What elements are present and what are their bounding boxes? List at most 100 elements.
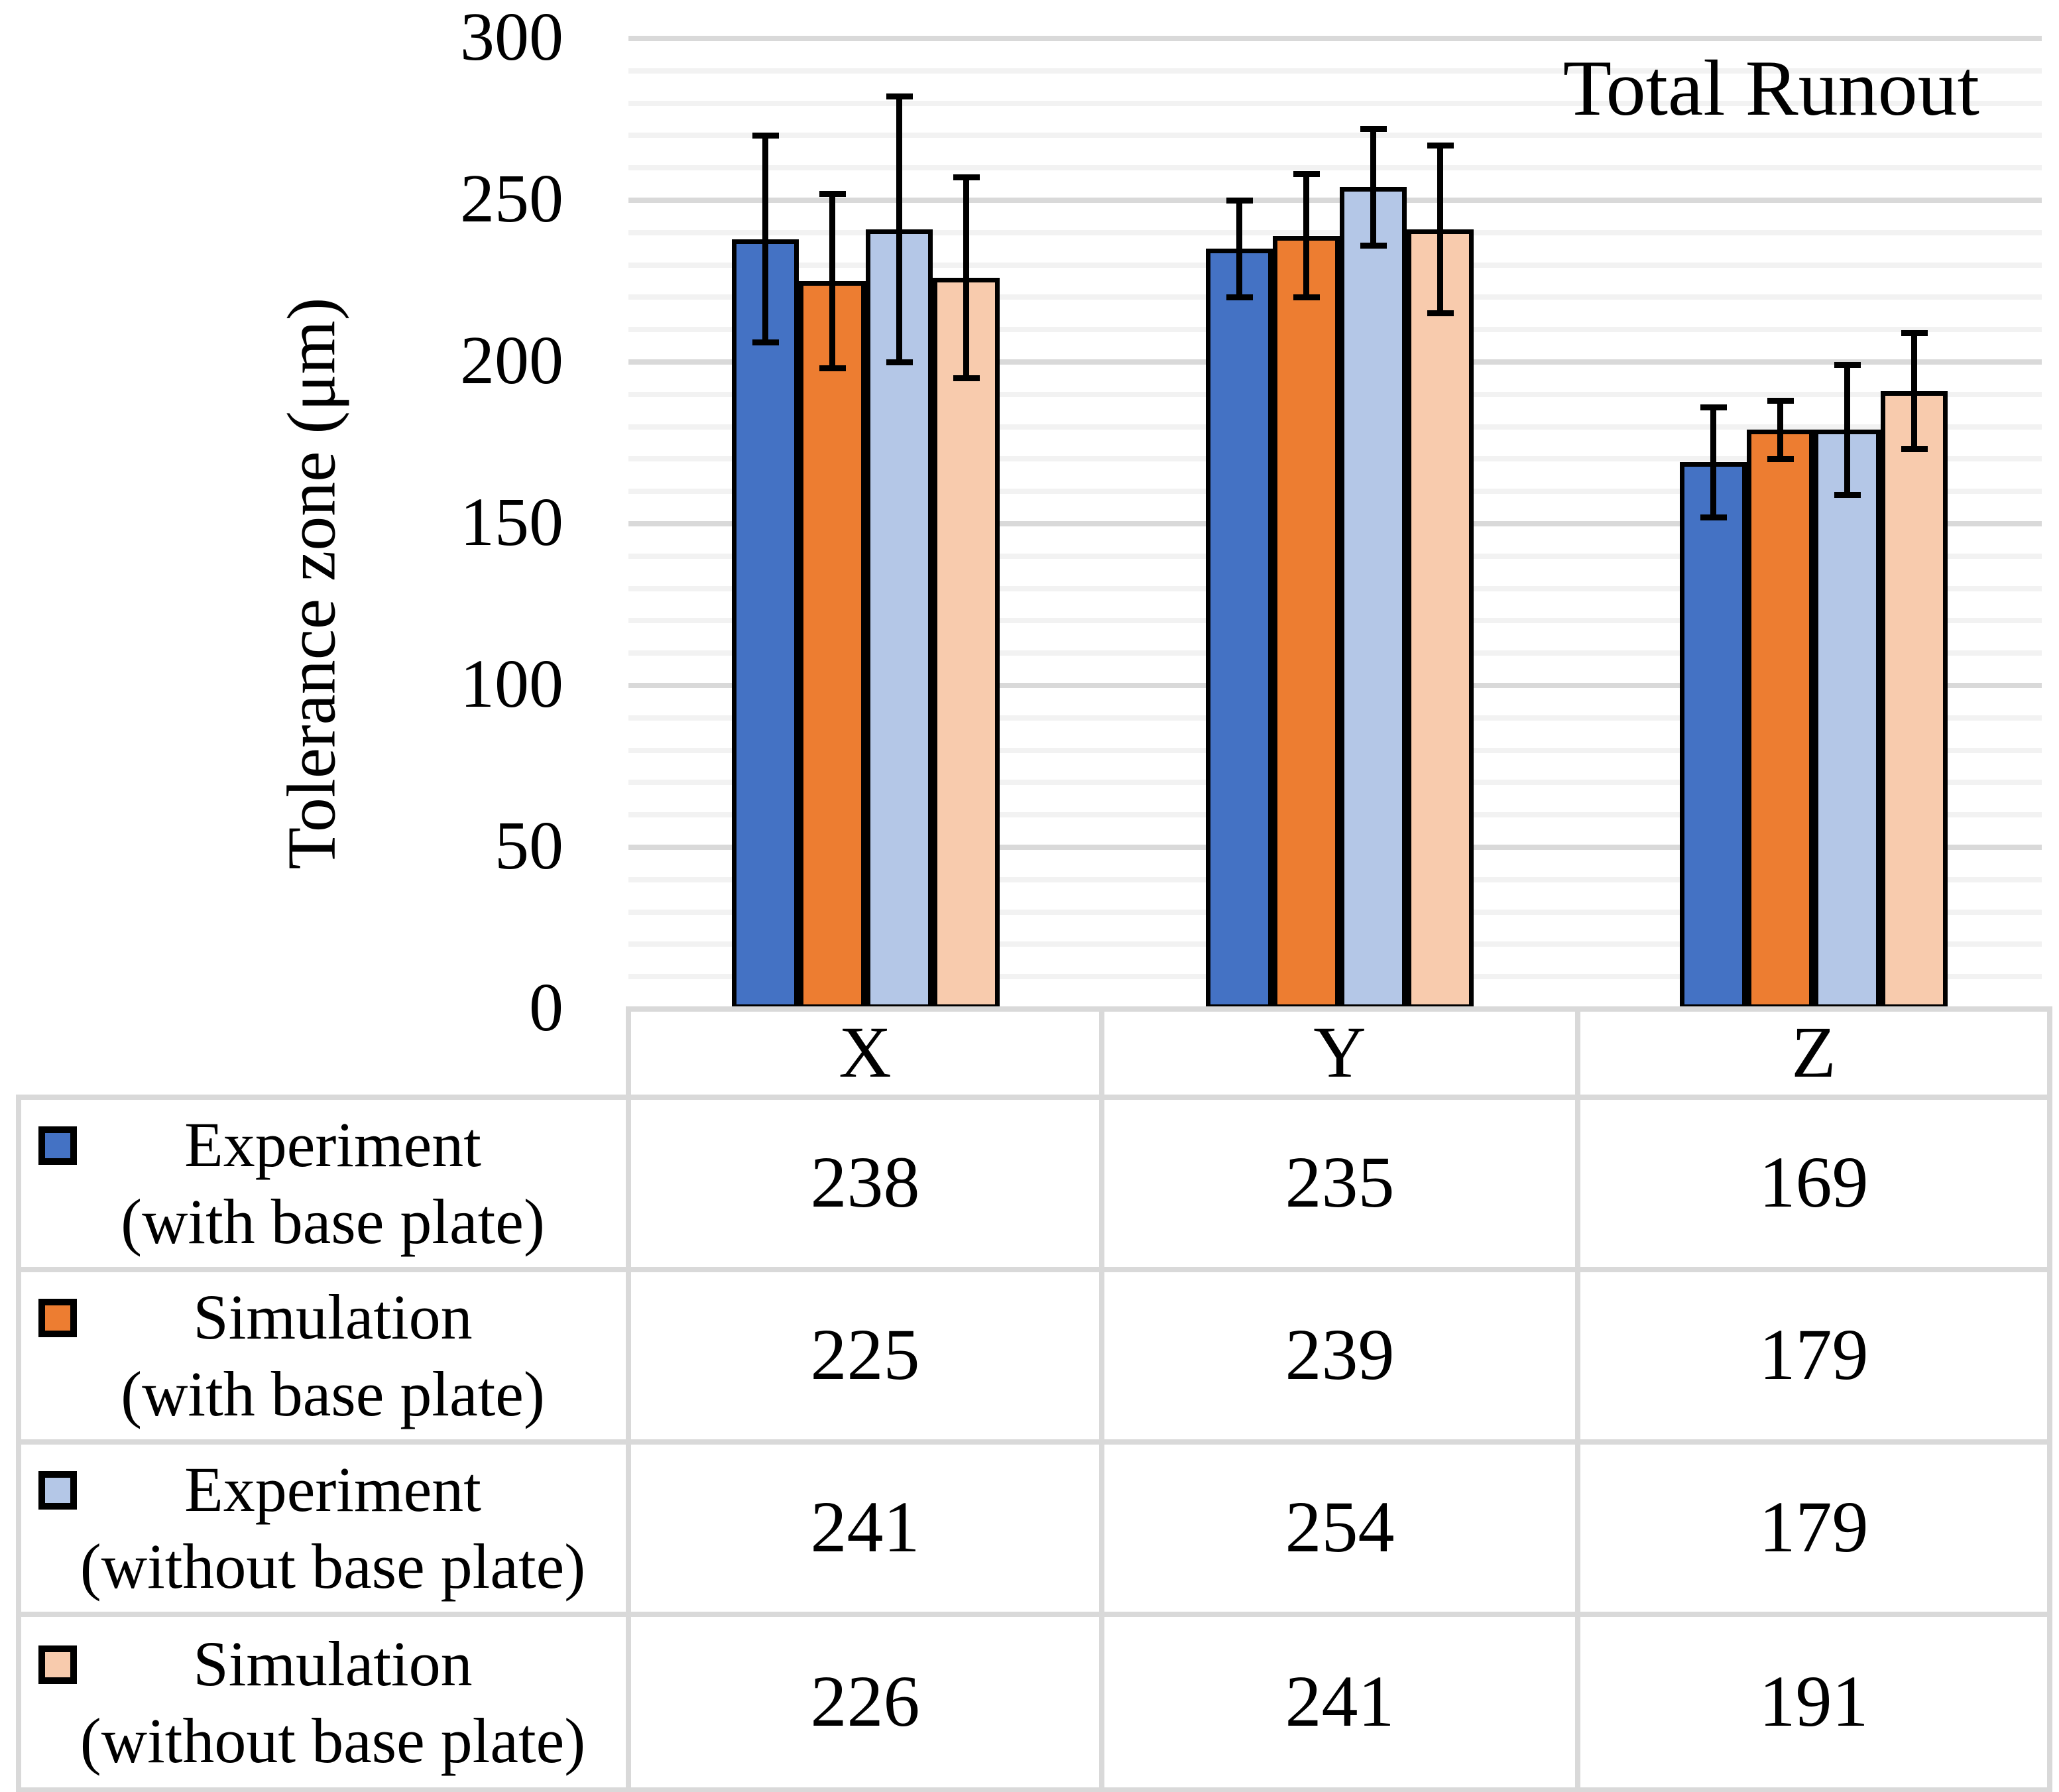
legend-label-line2: (with base plate) — [121, 1358, 545, 1429]
table-value-cell-experiment-with-base-plate-z: 169 — [1759, 1141, 1869, 1223]
table-value-cell-simulation-without-base-plate-x: 226 — [810, 1660, 920, 1742]
bar-simulation-with-base-plate-z — [1747, 430, 1814, 1009]
error-bar-experiment-with-base-plate-z — [1710, 407, 1716, 518]
error-bar-simulation-with-base-plate-y-cap-bottom — [1293, 294, 1320, 300]
table-value-cell-simulation-without-base-plate-z: 191 — [1759, 1660, 1869, 1742]
bar-simulation-without-base-plate-z — [1881, 390, 1948, 1009]
table-header-cell-y: Y — [1313, 1011, 1366, 1093]
gridline-major — [628, 198, 2042, 203]
error-bar-simulation-with-base-plate-z — [1777, 400, 1783, 459]
legend-swatch-simulation-with-base-plate — [38, 1299, 77, 1337]
error-bar-simulation-with-base-plate-x-cap-bottom — [819, 365, 846, 372]
table-value-cell-experiment-without-base-plate-z: 179 — [1759, 1486, 1869, 1567]
table-value-cell-simulation-with-base-plate-y: 239 — [1285, 1313, 1395, 1395]
table-border-col — [2047, 1006, 2052, 1792]
y-tick-label: 100 — [460, 645, 563, 722]
table-border-col — [1575, 1006, 1580, 1792]
error-bar-simulation-without-base-plate-x — [963, 177, 969, 379]
legend-label-line2: (without base plate) — [80, 1531, 586, 1602]
error-bar-experiment-with-base-plate-z-cap-bottom — [1700, 514, 1727, 520]
legend-label-line1: Experiment — [184, 1454, 481, 1525]
bar-simulation-with-base-plate-x — [799, 281, 866, 1009]
legend-label-experiment-with-base-plate: Experiment (with base plate) — [121, 1106, 545, 1260]
bar-simulation-without-base-plate-x — [933, 278, 1000, 1009]
error-bar-simulation-without-base-plate-y-cap-bottom — [1427, 310, 1454, 317]
legend-label-line2: (with base plate) — [121, 1186, 545, 1257]
legend-label-simulation-with-base-plate: Simulation (with base plate) — [121, 1279, 545, 1433]
bar-experiment-with-base-plate-y — [1206, 249, 1273, 1009]
error-bar-experiment-with-base-plate-y-cap-top — [1226, 197, 1253, 204]
error-bar-experiment-with-base-plate-x — [762, 135, 768, 343]
error-bar-experiment-with-base-plate-x-cap-top — [752, 132, 779, 139]
table-value-cell-experiment-without-base-plate-y: 254 — [1285, 1486, 1395, 1567]
error-bar-experiment-without-base-plate-x-cap-bottom — [886, 359, 913, 365]
table-border-row — [16, 1787, 2052, 1792]
table-header-cell-z: Z — [1791, 1011, 1836, 1093]
error-bar-simulation-without-base-plate-y-cap-top — [1427, 142, 1454, 149]
gridline-major — [628, 36, 2042, 41]
legend-label-line1: Simulation — [193, 1282, 473, 1352]
error-bar-simulation-without-base-plate-y — [1437, 145, 1443, 314]
y-tick-label: 50 — [495, 807, 563, 884]
y-tick-label: 200 — [460, 322, 563, 398]
legend-label-line1: Simulation — [193, 1628, 473, 1699]
y-tick-label: 250 — [460, 160, 563, 237]
gridline-minor — [628, 165, 2042, 171]
table-border-header-top — [626, 1006, 2052, 1012]
error-bar-simulation-with-base-plate-y-cap-top — [1293, 171, 1320, 178]
error-bar-experiment-with-base-plate-y-cap-bottom — [1226, 294, 1253, 300]
error-bar-simulation-without-base-plate-z-cap-bottom — [1901, 446, 1928, 453]
gridline-minor — [628, 100, 2042, 106]
y-tick-label: 300 — [460, 0, 563, 75]
legend-swatch-experiment-with-base-plate — [38, 1126, 77, 1165]
error-bar-experiment-without-base-plate-x — [896, 96, 902, 362]
error-bar-simulation-without-base-plate-x-cap-top — [953, 174, 980, 181]
error-bar-simulation-with-base-plate-z-cap-top — [1767, 398, 1794, 404]
table-value-cell-simulation-with-base-plate-z: 179 — [1759, 1313, 1869, 1395]
error-bar-experiment-without-base-plate-y-cap-top — [1360, 126, 1387, 133]
bar-experiment-without-base-plate-y — [1340, 187, 1407, 1009]
error-bar-simulation-with-base-plate-x-cap-top — [819, 190, 846, 197]
legend-label-experiment-without-base-plate: Experiment (without base plate) — [80, 1451, 585, 1605]
bar-experiment-with-base-plate-x — [732, 239, 799, 1009]
table-border-row — [16, 1612, 2052, 1617]
gridline-minor — [628, 133, 2042, 139]
table-value-cell-experiment-with-base-plate-y: 235 — [1285, 1141, 1395, 1223]
gridline-minor — [628, 68, 2042, 74]
table-header-cell-x: X — [839, 1011, 892, 1093]
error-bar-experiment-with-base-plate-y — [1236, 200, 1242, 298]
error-bar-experiment-with-base-plate-z-cap-top — [1700, 404, 1727, 410]
table-value-cell-experiment-with-base-plate-x: 238 — [810, 1141, 920, 1223]
table-border-row — [16, 1095, 2052, 1100]
table-border-row — [16, 1439, 2052, 1445]
error-bar-experiment-with-base-plate-x-cap-bottom — [752, 339, 779, 346]
error-bar-experiment-without-base-plate-z — [1844, 365, 1850, 495]
table-border-left — [16, 1095, 21, 1792]
chart-title: Total Runout — [1562, 44, 1979, 132]
legend-label-simulation-without-base-plate: Simulation (without base plate) — [80, 1626, 585, 1779]
error-bar-simulation-without-base-plate-x-cap-bottom — [953, 375, 980, 381]
bar-experiment-without-base-plate-z — [1814, 430, 1881, 1009]
bar-simulation-with-base-plate-y — [1273, 235, 1340, 1009]
table-border-row — [16, 1267, 2052, 1272]
error-bar-simulation-without-base-plate-z — [1911, 333, 1917, 449]
error-bar-experiment-without-base-plate-y — [1370, 129, 1376, 246]
error-bar-experiment-without-base-plate-z-cap-bottom — [1834, 491, 1861, 498]
table-border-col — [626, 1006, 631, 1792]
error-bar-simulation-with-base-plate-x — [829, 194, 835, 369]
y-tick-label: 150 — [460, 483, 563, 560]
error-bar-experiment-without-base-plate-x-cap-top — [886, 93, 913, 100]
legend-swatch-simulation-without-base-plate — [38, 1645, 77, 1684]
legend-label-line1: Experiment — [184, 1109, 481, 1180]
y-axis-title-text: Tolerance zone (μm) — [273, 297, 350, 870]
table-border-col — [1099, 1006, 1104, 1792]
y-tick-label: 0 — [529, 969, 563, 1045]
error-bar-simulation-with-base-plate-y — [1303, 174, 1309, 298]
table-value-cell-experiment-without-base-plate-x: 241 — [810, 1486, 920, 1567]
bar-simulation-without-base-plate-y — [1407, 229, 1474, 1009]
gridline-minor — [628, 229, 2042, 235]
table-value-cell-simulation-with-base-plate-x: 225 — [810, 1313, 920, 1395]
bar-experiment-with-base-plate-z — [1680, 462, 1747, 1009]
table-value-cell-simulation-without-base-plate-y: 241 — [1285, 1660, 1395, 1742]
